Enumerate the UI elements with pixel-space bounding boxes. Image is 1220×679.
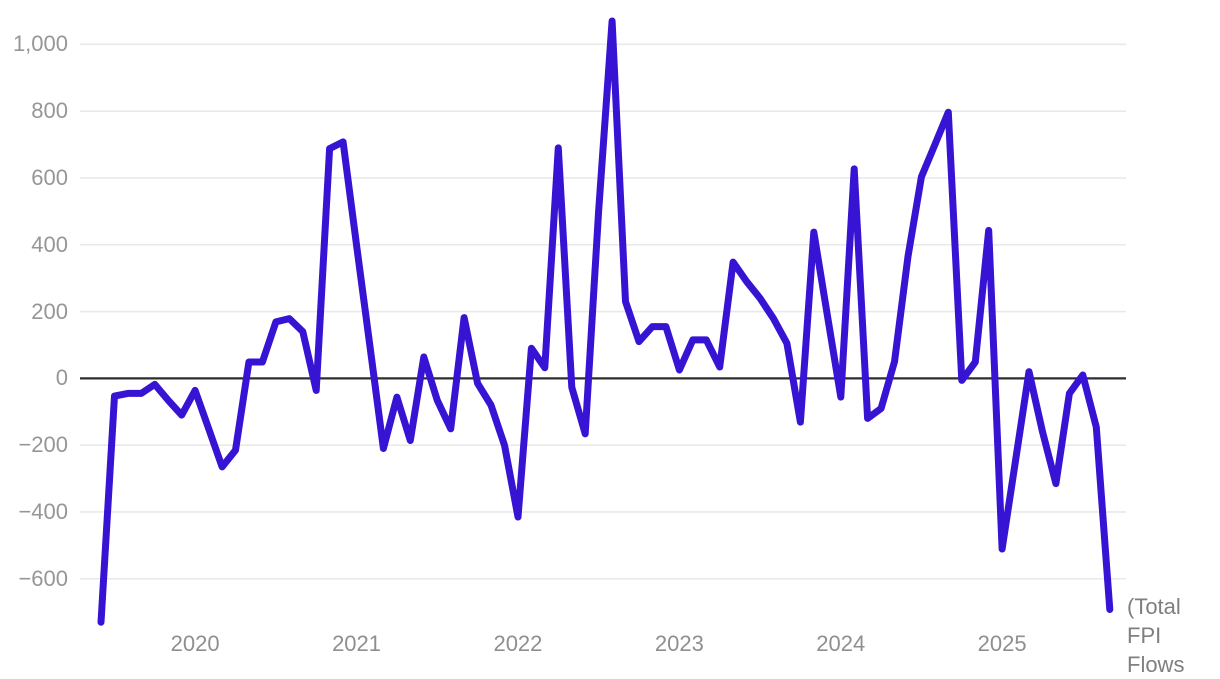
y-tick-label: 600 (31, 164, 68, 190)
x-tick-label: 2020 (170, 631, 220, 656)
series-legend-label: (Total FPI Flows (1127, 594, 1185, 677)
x-tick-label: 2021 (332, 631, 382, 656)
fpi-flows-line (97, 17, 1114, 626)
y-tick-label: 1,000 (12, 31, 68, 57)
y-tick-label: 400 (31, 231, 68, 257)
y-tick-label: −200 (18, 432, 68, 458)
x-tick-label: 2023 (654, 631, 704, 656)
y-tick-label: 200 (31, 298, 68, 324)
y-tick-label: −600 (18, 565, 68, 591)
y-tick-label: 800 (31, 98, 68, 124)
x-tick-label: 2024 (816, 631, 866, 656)
x-tick-label: 2025 (977, 631, 1027, 656)
x-tick-label: 2022 (493, 631, 543, 656)
y-tick-label: 0 (55, 365, 68, 391)
y-tick-label: −400 (18, 498, 68, 524)
